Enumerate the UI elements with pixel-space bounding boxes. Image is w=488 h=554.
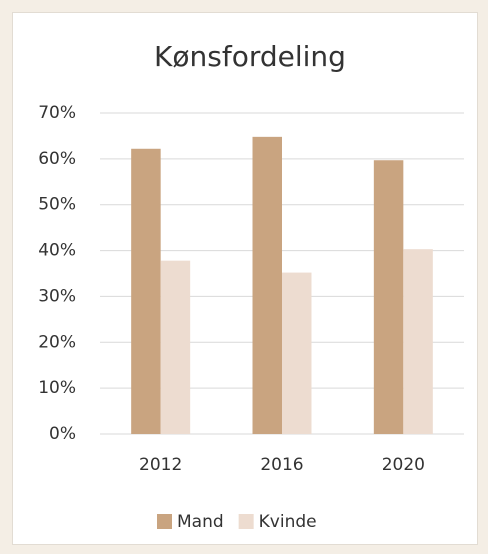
bar [160,260,191,434]
legend-swatch [157,514,172,529]
x-tick-label: 2012 [139,455,182,475]
bar [373,160,404,435]
y-tick-label: 20% [38,332,76,352]
bar [403,249,433,434]
bar [282,272,312,434]
y-tick-label: 0% [49,424,76,444]
y-tick-label: 70% [38,103,76,123]
x-tick-label: 2016 [260,455,303,475]
bar [252,136,282,435]
bar [131,148,161,435]
legend-label: Mand [177,512,224,532]
chart-title: Kønsfordeling [154,40,346,73]
y-tick-label: 60% [38,149,76,169]
y-tick-label: 30% [38,286,76,306]
x-tick-label: 2020 [382,455,425,475]
y-tick-label: 50% [38,195,76,215]
y-tick-label: 10% [38,378,76,398]
legend-swatch [238,514,254,529]
legend-label: Kvinde [259,512,317,532]
y-tick-label: 40% [38,241,76,261]
